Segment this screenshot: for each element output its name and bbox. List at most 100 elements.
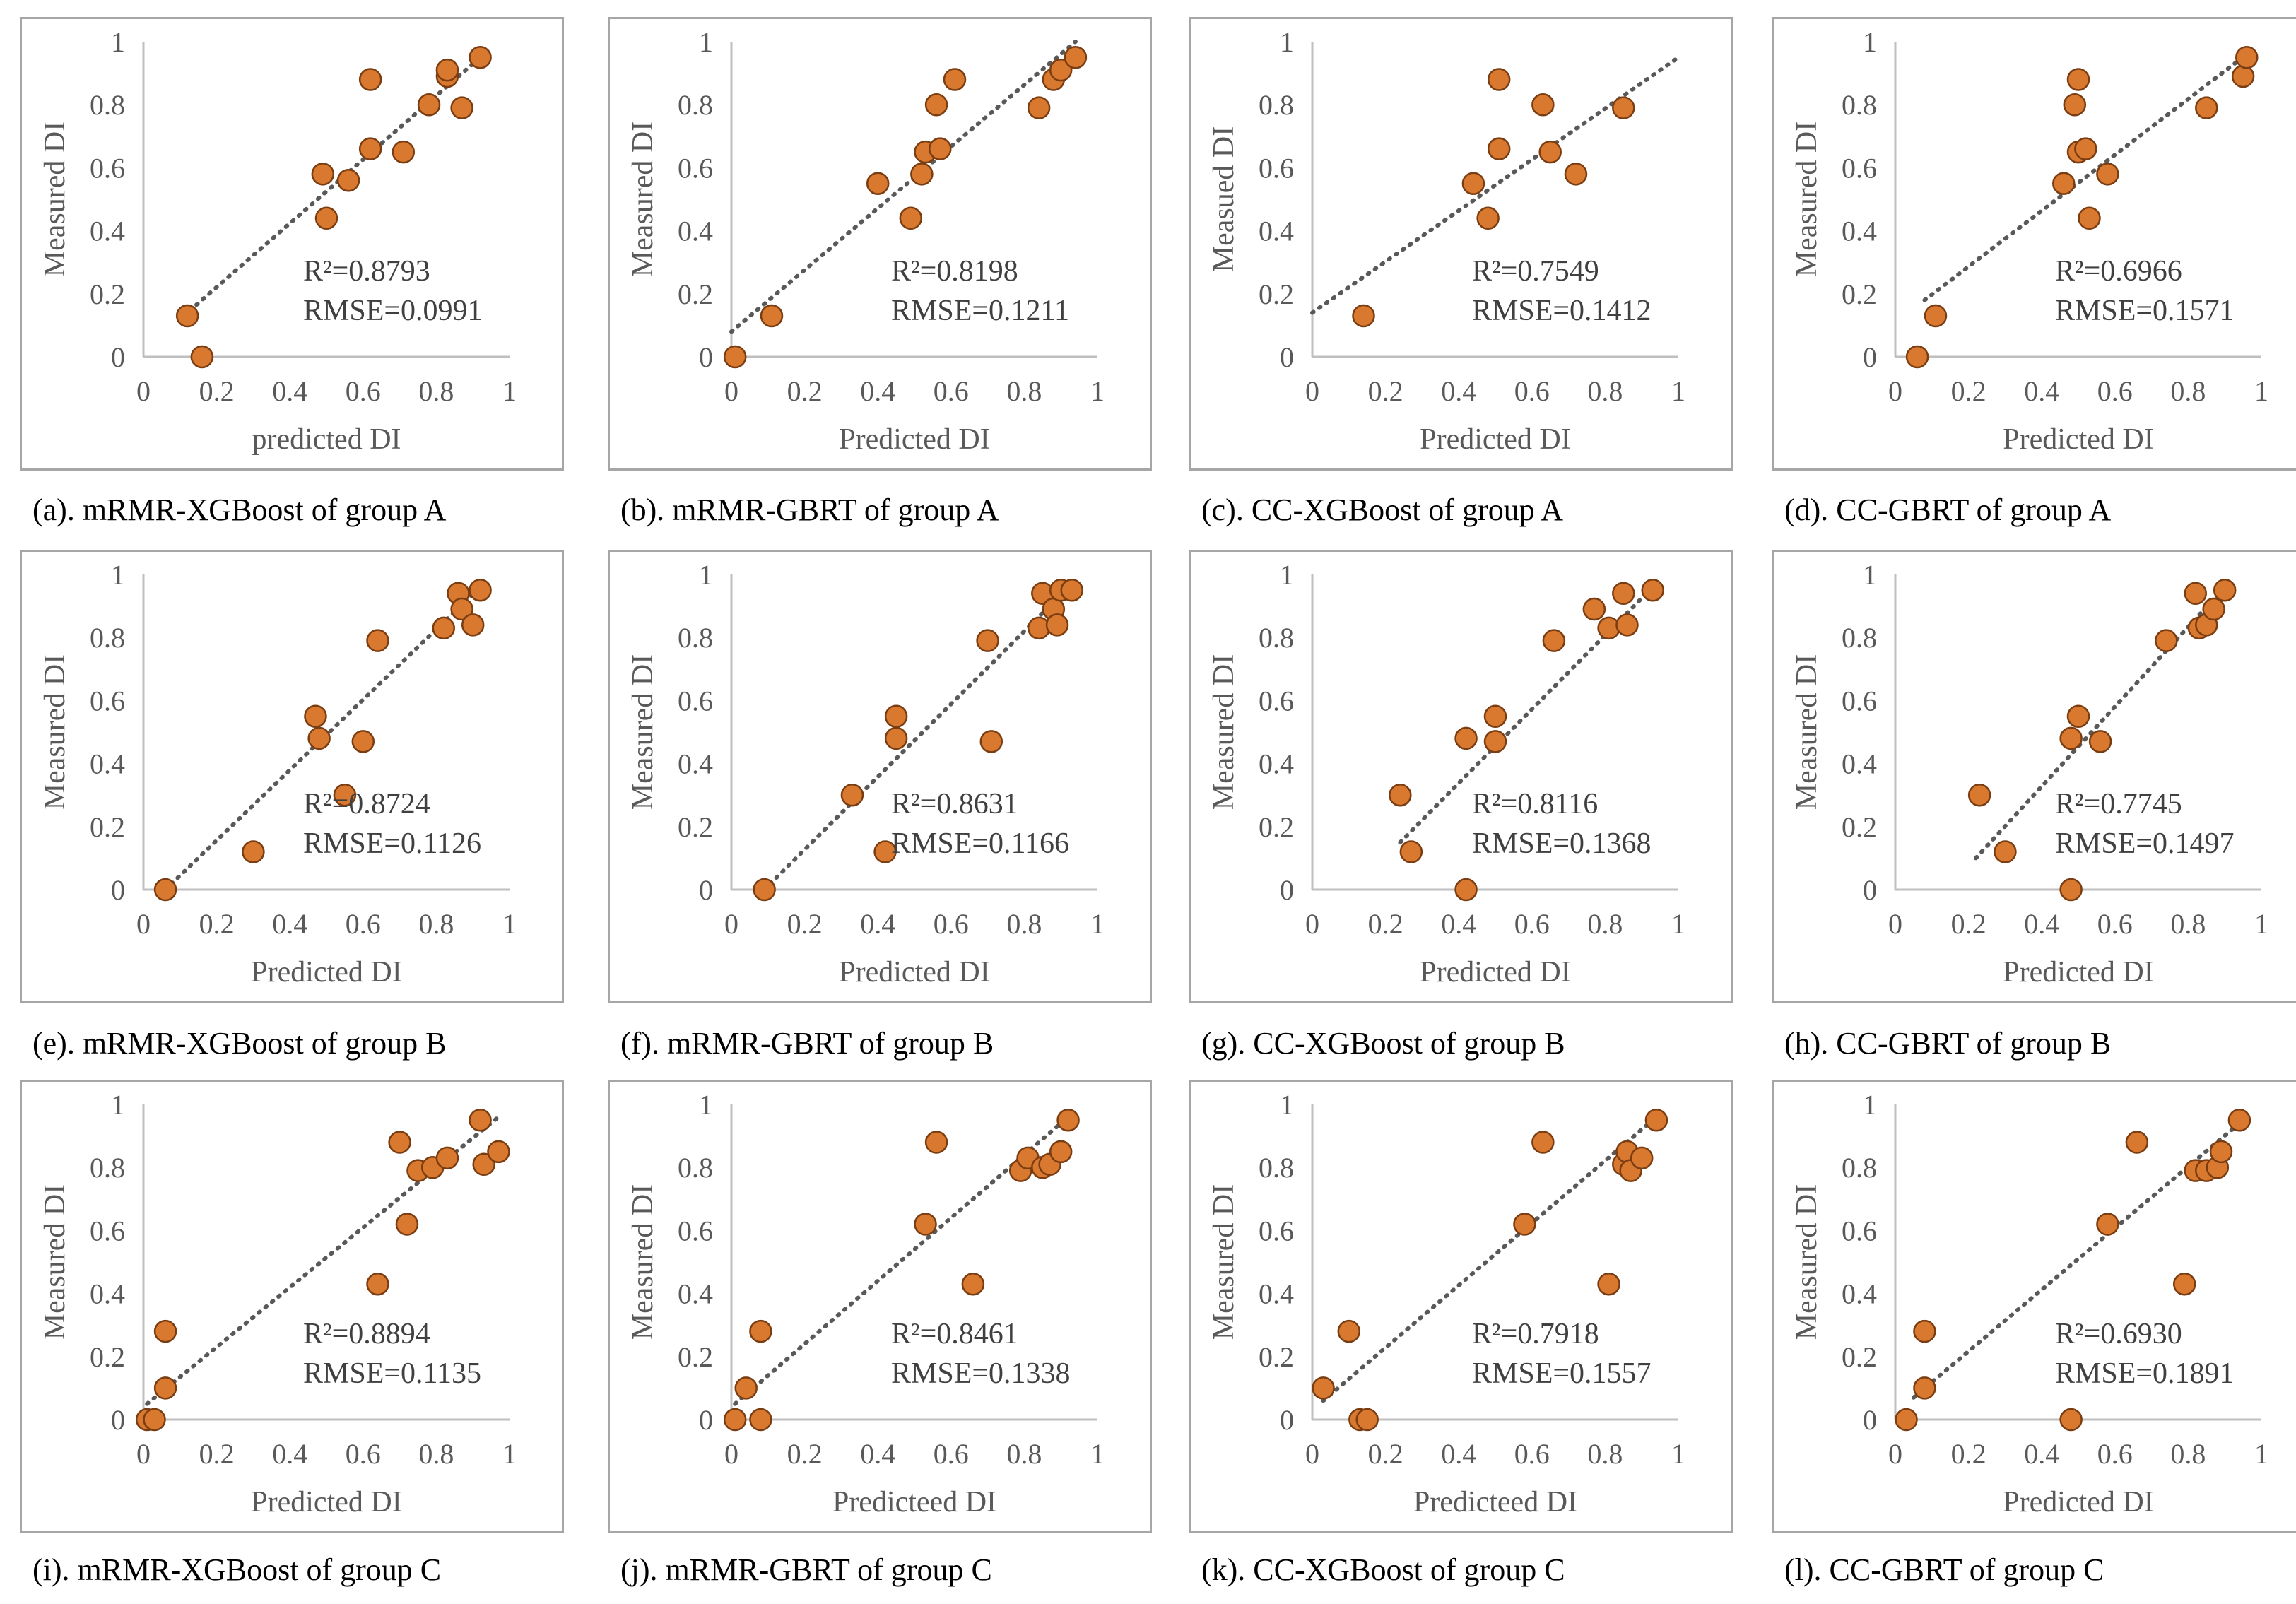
x-tick-label: 1 [502, 908, 517, 940]
data-point [943, 68, 967, 91]
panel-caption: (j). mRMR-GBRT of group C [620, 1552, 992, 1587]
y-tick-label: 1 [111, 559, 125, 591]
data-point [2059, 878, 2083, 902]
y-tick-label: 0.8 [90, 89, 125, 121]
x-tick-label: 0.4 [1441, 1438, 1476, 1470]
y-tick-label: 1 [699, 26, 713, 58]
r-squared-label: R²=0.8793 [303, 255, 430, 288]
y-tick-label: 0.6 [90, 685, 125, 717]
data-point [1352, 304, 1375, 328]
y-tick-label: 0.4 [678, 216, 713, 247]
data-point [924, 1131, 948, 1154]
y-tick-label: 0.4 [1259, 216, 1294, 247]
data-point [2235, 46, 2259, 69]
y-tick-label: 1 [699, 559, 713, 591]
scatter-plot: 0 0.2 0.4 0.6 0.8 1 0 0.2 0.4 0.6 0.8 1 Predicteed D… [1208, 1089, 1685, 1519]
chart-panel-i: 0 0.2 0.4 0.6 0.8 1 0 0.2 0.4 0.6 0.8 1 Predicted DI… [20, 1080, 564, 1533]
data-point [2096, 1213, 2119, 1236]
data-point [1476, 206, 1500, 230]
y-axis-title: Measured DI [39, 654, 71, 810]
data-point [469, 1109, 492, 1132]
y-tick-label: 0.4 [678, 1278, 713, 1310]
y-tick-label: 0.6 [678, 152, 713, 184]
data-point [1355, 1408, 1379, 1432]
y-tick-label: 0.2 [1842, 278, 1877, 310]
data-point [723, 1408, 747, 1432]
x-tick-label: 0 [1888, 1438, 1902, 1470]
data-point [1454, 878, 1478, 902]
x-tick-label: 0.6 [1514, 908, 1550, 940]
data-point [469, 579, 492, 602]
rmse-label: RMSE=0.1557 [1472, 1357, 1652, 1390]
y-axis-title: Measured DI [627, 654, 659, 810]
x-tick-label: 0 [136, 908, 151, 940]
y-tick-label: 0 [1863, 341, 1877, 373]
y-axis-title: Measured DI [627, 1184, 659, 1340]
data-point [1056, 1109, 1080, 1132]
trendline [145, 1114, 501, 1406]
data-point [2066, 704, 2090, 728]
data-point [190, 345, 214, 369]
data-point [2231, 64, 2255, 88]
data-point [899, 206, 923, 230]
data-point [1612, 582, 1635, 606]
y-tick-label: 0.2 [1842, 811, 1877, 843]
x-tick-label: 0.4 [272, 908, 307, 940]
data-point [2209, 1140, 2233, 1164]
data-point [2125, 1131, 2149, 1154]
rmse-label: RMSE=0.1135 [303, 1357, 481, 1390]
r-squared-label: R²=0.8198 [891, 255, 1018, 288]
y-tick-label: 0 [699, 1404, 713, 1436]
chart-panel-l: 0 0.2 0.4 0.6 0.8 1 0 0.2 0.4 0.6 0.8 1 Predicted DI… [1772, 1080, 2296, 1533]
x-tick-label: 0.4 [2024, 1438, 2059, 1470]
x-tick-label: 1 [2254, 908, 2268, 940]
r-squared-label: R²=0.8894 [303, 1318, 430, 1350]
data-point [1564, 163, 1588, 186]
y-tick-label: 0.2 [678, 811, 713, 843]
y-tick-label: 1 [1280, 559, 1294, 591]
data-point [1027, 96, 1051, 119]
x-tick-label: 0 [1888, 908, 1902, 940]
data-point [873, 840, 897, 863]
x-tick-label: 0.8 [418, 1438, 454, 1470]
y-tick-label: 0.4 [1259, 748, 1294, 780]
x-tick-label: 0.2 [1368, 908, 1403, 940]
y-tick-label: 0.6 [678, 685, 713, 717]
x-tick-label: 0.6 [1514, 1438, 1550, 1470]
data-point [1049, 58, 1073, 82]
data-point [366, 1272, 389, 1296]
x-tick-label: 0.2 [1368, 1438, 1403, 1470]
y-tick-label: 0.8 [1259, 622, 1294, 654]
y-tick-label: 0.2 [90, 278, 125, 310]
data-point [1531, 1131, 1555, 1154]
y-tick-label: 0.6 [1842, 685, 1877, 717]
data-point [749, 1319, 772, 1343]
y-tick-label: 0 [1280, 1404, 1294, 1436]
data-point [307, 726, 331, 750]
x-axis-title: Predicted DI [1420, 423, 1570, 456]
data-point [1487, 68, 1511, 91]
rmse-label: RMSE=0.1126 [303, 827, 481, 860]
chart-panel-c: 0 0.2 0.4 0.6 0.8 1 0 0.2 0.4 0.6 0.8 1 Predicted DI… [1189, 17, 1733, 471]
x-axis-title: Predicted DI [2003, 956, 2153, 989]
x-tick-label: 0 [1888, 375, 1902, 407]
data-point [910, 163, 934, 186]
chart-panel-k: 0 0.2 0.4 0.6 0.8 1 0 0.2 0.4 0.6 0.8 1 Predicteed D… [1189, 1080, 1733, 1533]
data-point [749, 1408, 772, 1432]
scatter-plot: 0 0.2 0.4 0.6 0.8 1 0 0.2 0.4 0.6 0.8 1 Predicted DI… [627, 26, 1105, 456]
data-point [388, 1131, 411, 1154]
x-tick-label: 1 [1090, 908, 1105, 940]
rmse-label: RMSE=0.1891 [2055, 1357, 2235, 1390]
data-point [1924, 304, 1948, 328]
y-tick-label: 0.8 [678, 89, 713, 121]
data-point [914, 1213, 937, 1236]
x-tick-label: 0.6 [934, 908, 969, 940]
y-tick-label: 0.2 [1259, 1341, 1294, 1373]
data-point [153, 1319, 177, 1343]
panel-caption: (c). CC-XGBoost of group A [1201, 493, 1564, 527]
panel-caption: (f). mRMR-GBRT of group B [620, 1026, 994, 1061]
panel-caption: (h). CC-GBRT of group B [1784, 1026, 2112, 1061]
y-tick-label: 0.4 [90, 748, 125, 780]
data-point [1399, 840, 1423, 863]
x-tick-label: 0 [724, 375, 738, 407]
